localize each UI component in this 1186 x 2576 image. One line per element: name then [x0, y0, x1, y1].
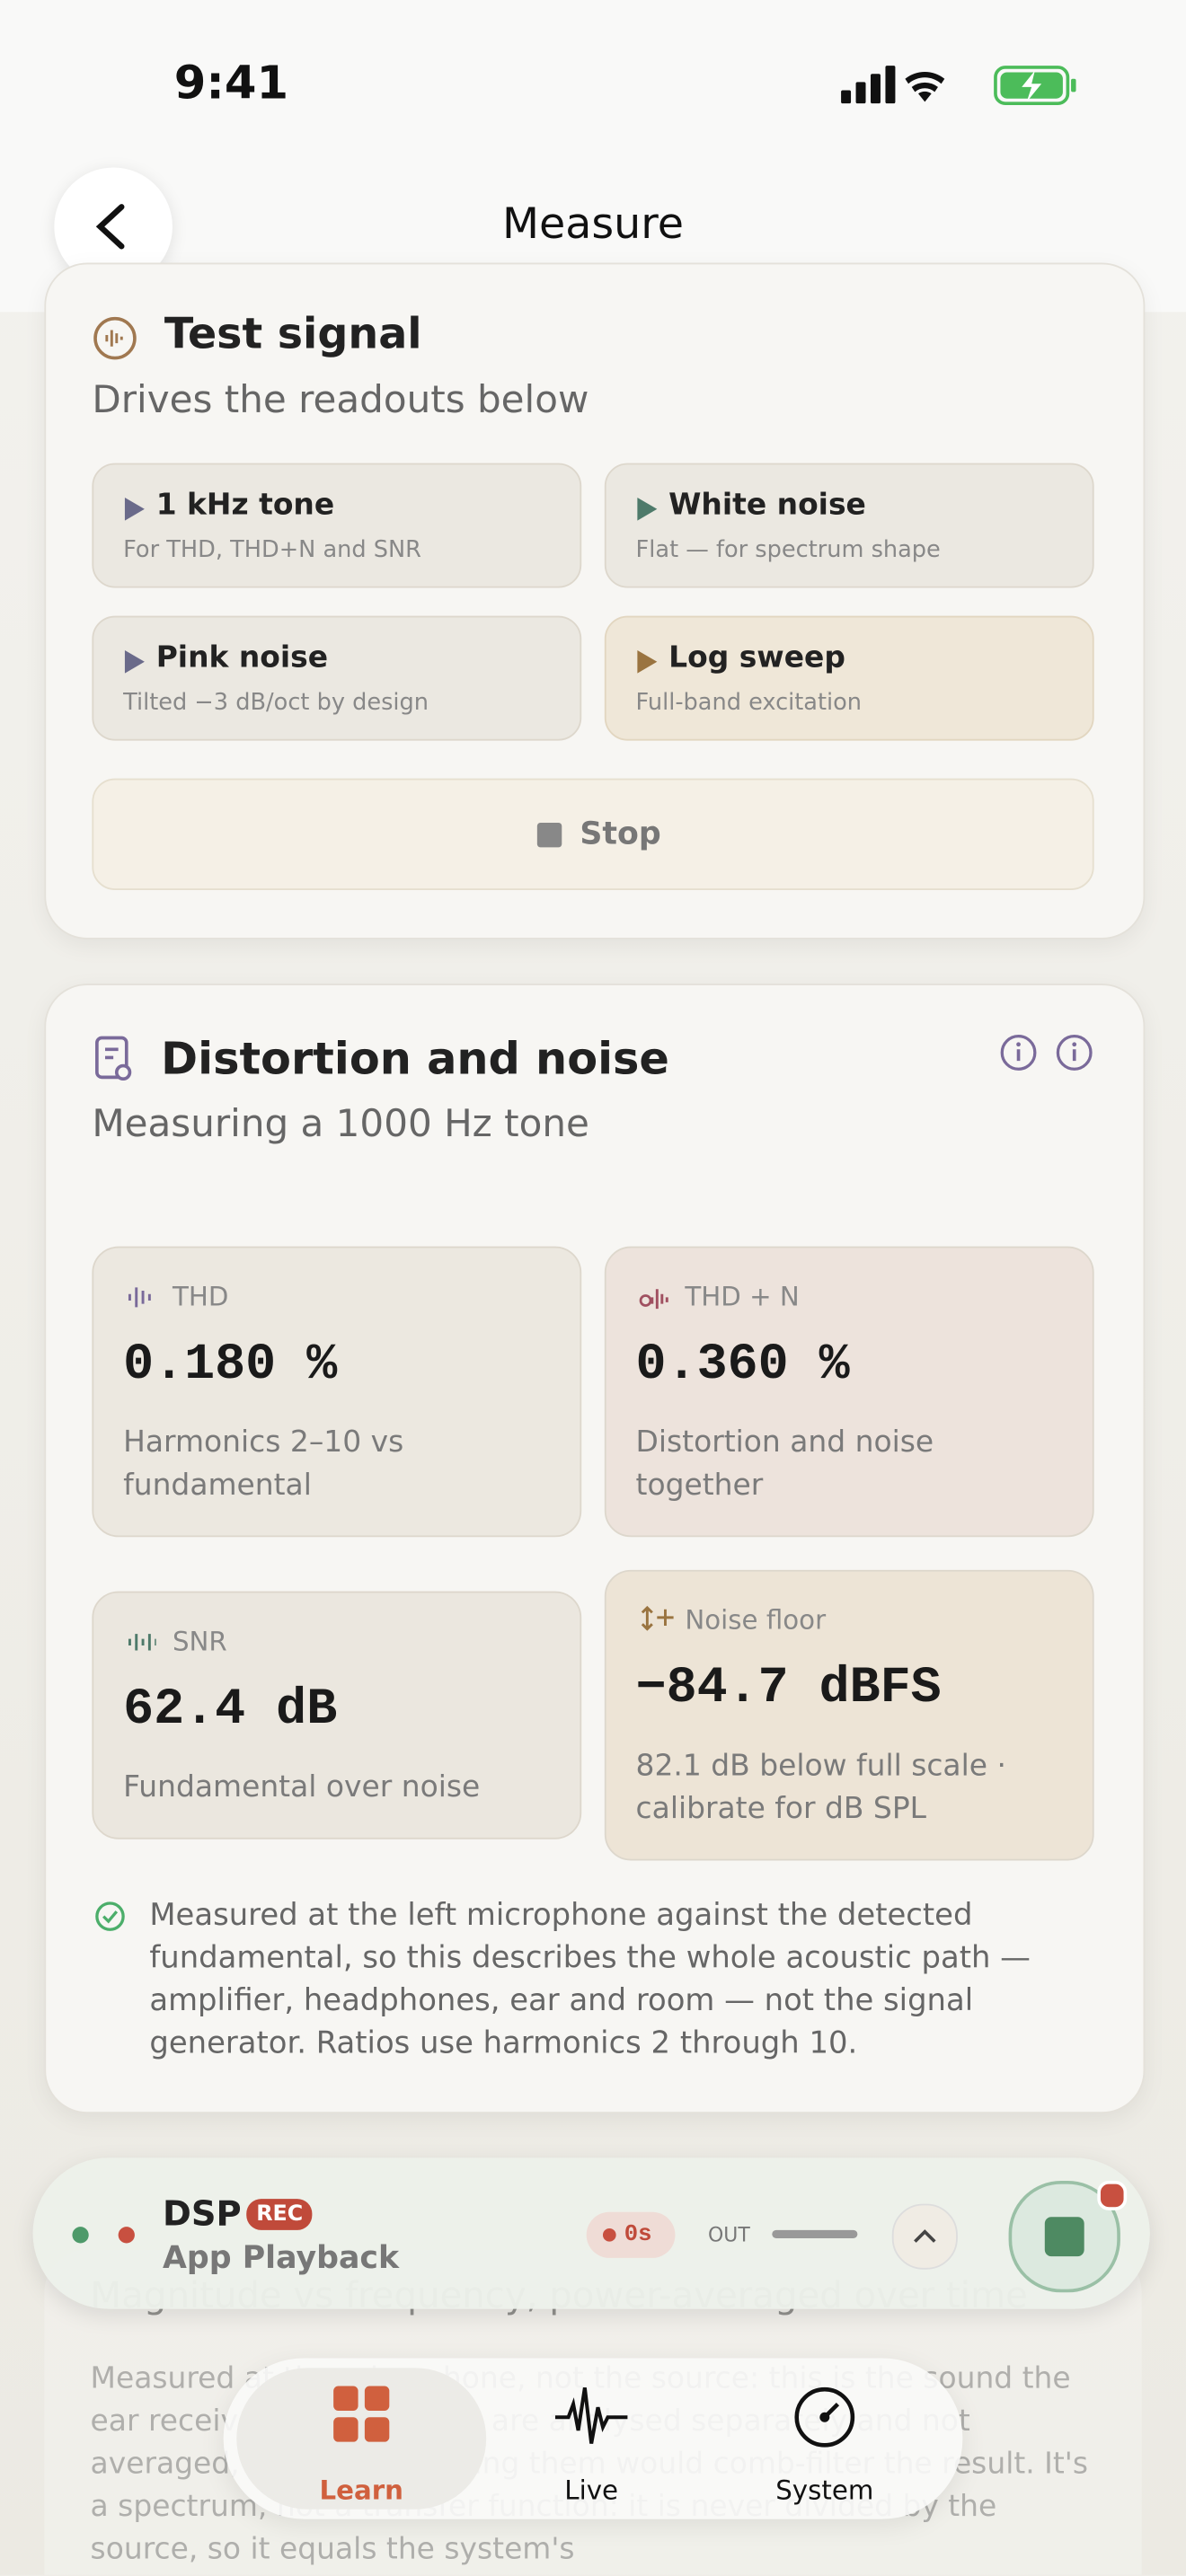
metric-tile: THD 0.180 % Harmonics 2–10 vs fundamental: [92, 1246, 582, 1538]
metric-tile: Noise floor −84.7 dBFS 82.1 dB below full …: [604, 1569, 1094, 1861]
card-title: Test signal: [164, 310, 422, 360]
dsp-source: App Playback: [163, 2239, 400, 2277]
button-hint: Tilted −3 dB/oct by design: [123, 689, 429, 717]
rec-badge: REC: [246, 2199, 314, 2230]
out-label: OUT: [707, 2223, 750, 2247]
tab-label[interactable]: Learn: [319, 2475, 403, 2506]
metric-label: Noise floor: [685, 1604, 827, 1636]
metric-hint: Harmonics 2–10 vs fundamental: [123, 1425, 404, 1503]
button-label: Pink noise: [155, 640, 329, 675]
live-icon: [554, 2387, 628, 2444]
status-dot: [118, 2227, 135, 2244]
top-bar: [0, 0, 1186, 313]
expand-button[interactable]: [891, 2203, 958, 2270]
button-hint: For THD, THD+N and SNR: [123, 536, 421, 564]
signal-button[interactable]: Pink noise Tilted −3 dB/oct by design: [92, 615, 582, 741]
dsp-bar: DSP REC App Playback 0s OUT: [32, 2157, 1150, 2309]
metric-icon: [641, 1605, 674, 1631]
out-slider[interactable]: [772, 2229, 858, 2238]
tab-label[interactable]: Live: [564, 2475, 619, 2506]
metric-icon: [128, 1287, 151, 1308]
stop-icon: [536, 822, 562, 848]
test-signal-card: Test signal Drives the readouts below 1 …: [44, 262, 1146, 940]
timer-pill: 0s: [586, 2211, 676, 2258]
nav-title: Measure: [502, 200, 685, 250]
stop-label: Stop: [580, 816, 661, 852]
timer: 0s: [624, 2221, 652, 2248]
signal-button[interactable]: Log sweep Full-band excitation: [604, 615, 1094, 741]
card-subtitle: Drives the readouts below: [92, 379, 589, 422]
tab-label[interactable]: System: [775, 2475, 874, 2506]
dsp-name: DSP: [163, 2193, 242, 2234]
button-hint: Flat — for spectrum shape: [635, 536, 941, 564]
record-button[interactable]: [1008, 2180, 1128, 2293]
metric-label: THD: [172, 1281, 229, 1312]
status-time: 9:41: [173, 56, 289, 110]
metric-hint: 82.1 dB below full scale · calibrate for…: [635, 1749, 1006, 1827]
status-dot: [72, 2227, 89, 2244]
system-icon: [794, 2386, 855, 2448]
metric-label: SNR: [172, 1626, 227, 1657]
button-hint: Full-band excitation: [635, 689, 863, 717]
button-label: Log sweep: [668, 640, 845, 675]
signal-button[interactable]: White noise Flat — for spectrum shape: [604, 463, 1094, 588]
report-icon: [95, 1036, 132, 1081]
metric-value: 62.4 dB: [123, 1681, 338, 1740]
button-label: 1 kHz tone: [155, 488, 335, 523]
metric-value: −84.7 dBFS: [635, 1660, 942, 1718]
learn-icon: [333, 2386, 390, 2442]
note: Measured at the left microphone against …: [149, 1898, 1031, 2061]
metric-icon: [639, 1289, 668, 1310]
signal-button[interactable]: 1 kHz tone For THD, THD+N and SNR: [92, 463, 582, 588]
active-tab-bg: [236, 2368, 487, 2510]
metric-tile: THD + N 0.360 % Distortion and noise toget…: [604, 1246, 1094, 1538]
card-title: Distortion and noise: [161, 1034, 669, 1086]
metric-tile: SNR 62.4 dB Fundamental over noise: [92, 1591, 582, 1839]
metric-label: THD + N: [685, 1281, 800, 1312]
metric-value: 0.360 %: [635, 1337, 850, 1395]
metric-icon: [128, 1634, 156, 1651]
button-label: White noise: [668, 488, 866, 523]
metric-value: 0.180 %: [123, 1337, 338, 1395]
info-buttons[interactable]: [999, 1031, 1098, 1077]
distortion-card: Distortion and noise Measuring a 1000 Hz…: [44, 984, 1146, 2114]
signal-icon: [93, 316, 137, 360]
rec-dot: [602, 2228, 616, 2242]
card-subtitle: Measuring a 1000 Hz tone: [92, 1103, 589, 1147]
status-icons: [841, 66, 1076, 106]
stop-button[interactable]: Stop: [92, 778, 1094, 890]
check-icon: [95, 1901, 125, 1931]
metric-hint: Fundamental over noise: [123, 1769, 481, 1805]
metric-hint: Distortion and noise together: [635, 1425, 934, 1503]
